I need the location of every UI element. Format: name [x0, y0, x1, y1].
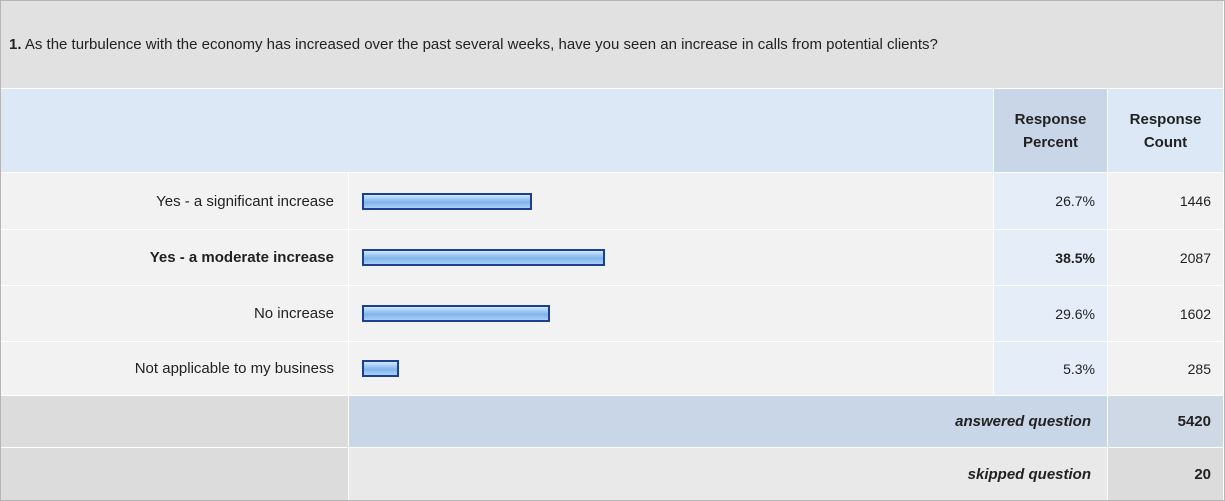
response-count: 285 [1108, 342, 1224, 396]
question-header: 1. As the turbulence with the economy ha… [1, 1, 1224, 89]
footer-label: skipped question [349, 448, 1108, 500]
bar [362, 360, 399, 377]
response-count: 1602 [1108, 286, 1224, 342]
row-label: Yes - a significant increase [1, 173, 349, 230]
question-number: 1. [9, 36, 22, 53]
column-header: Response Count [1108, 89, 1224, 173]
question-text: As the turbulence with the economy has i… [24, 36, 938, 53]
response-percent: 38.5% [994, 230, 1108, 286]
bar [362, 192, 532, 210]
footer-label: answered question [349, 396, 1108, 448]
column-header: Response Percent [994, 89, 1108, 173]
response-count: 2087 [1108, 230, 1224, 286]
footer-blank [1, 448, 349, 500]
bar [362, 249, 605, 266]
bar-cell [349, 342, 994, 396]
row-label: No increase [1, 286, 349, 342]
bar [362, 305, 550, 322]
response-percent: 29.6% [994, 286, 1108, 342]
footer-count: 5420 [1108, 396, 1224, 448]
row-label: Yes - a moderate increase [1, 230, 349, 286]
footer-count: 20 [1108, 448, 1224, 500]
question: 1. As the turbulence with the economy ha… [9, 33, 938, 56]
header-blank [1, 89, 994, 173]
row-label: Not applicable to my business [1, 342, 349, 396]
response-percent: 5.3% [994, 342, 1108, 396]
response-percent: 26.7% [994, 173, 1108, 230]
response-count: 1446 [1108, 173, 1224, 230]
footer-blank [1, 396, 349, 448]
